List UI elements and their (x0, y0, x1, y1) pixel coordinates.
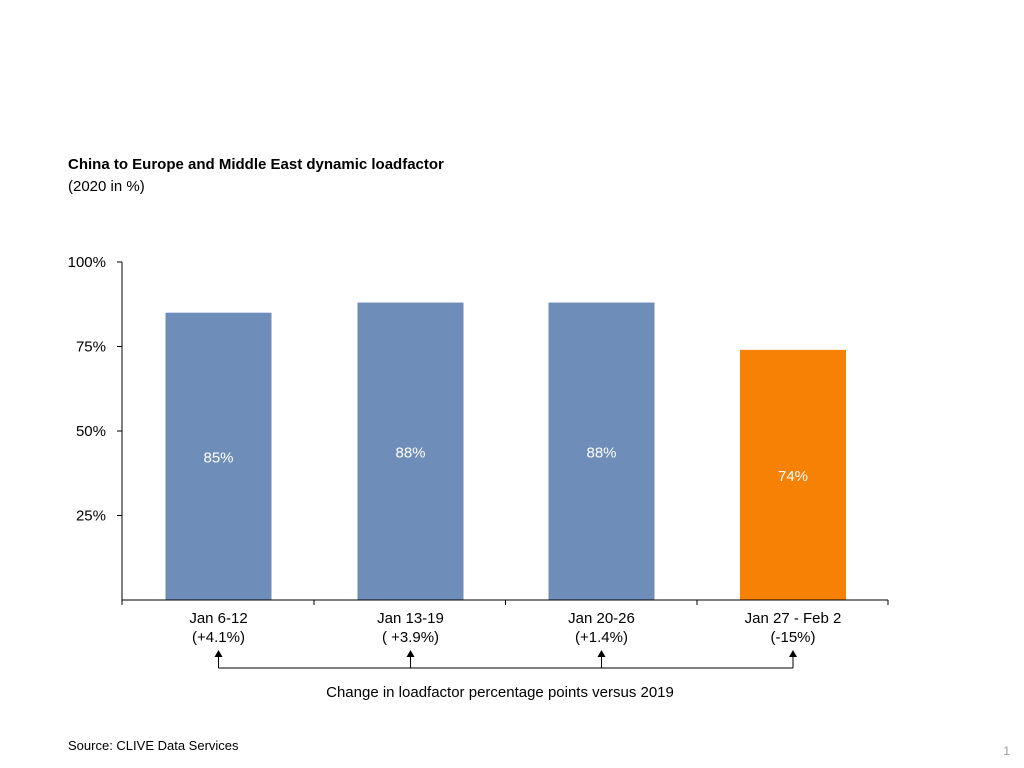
bar-value-label: 85% (203, 449, 233, 466)
y-tick-label: 75% (76, 339, 106, 356)
bar-2 (357, 302, 464, 600)
x-tick-label: Jan 13-19 (377, 610, 444, 627)
change-label: ( +3.9%) (382, 629, 439, 646)
bracket-arrow (597, 650, 606, 657)
page-number: 1 (1003, 744, 1010, 758)
change-label: (-15%) (770, 629, 815, 646)
chart-subtitle: (2020 in %) (68, 178, 145, 195)
bar-3 (548, 302, 655, 600)
change-label: (+4.1%) (192, 629, 245, 646)
x-tick-label: Jan 27 - Feb 2 (745, 610, 842, 627)
bar-4 (740, 349, 846, 600)
bracket-arrow (789, 650, 797, 657)
change-caption: Change in loadfactor percentage points v… (326, 684, 674, 701)
bar-1 (165, 312, 272, 600)
y-tick-label: 50% (76, 423, 106, 440)
bars-layer (165, 302, 846, 600)
bar-value-label: 88% (586, 444, 616, 461)
y-tick-label: 100% (68, 254, 106, 271)
labels-layer: 85% 88% 88% 74% Jan 6-12 (+4.1%) Jan 13-19 ( +3… (189, 444, 841, 646)
y-tick-label: 25% (76, 508, 106, 525)
bar-value-label: 88% (395, 444, 425, 461)
change-label: (+1.4%) (575, 629, 628, 646)
bar-value-label: 74% (778, 468, 808, 485)
bracket-arrow (214, 650, 223, 657)
x-tick-label: Jan 20-26 (568, 610, 635, 627)
change-bracket (214, 650, 797, 669)
axes-layer: 25% 50% 75% 100% (68, 254, 889, 605)
x-tick-label: Jan 6-12 (189, 610, 247, 627)
bracket-arrow (406, 650, 415, 657)
source-note: Source: CLIVE Data Services (68, 738, 239, 753)
chart-title: China to Europe and Middle East dynamic … (68, 156, 444, 173)
